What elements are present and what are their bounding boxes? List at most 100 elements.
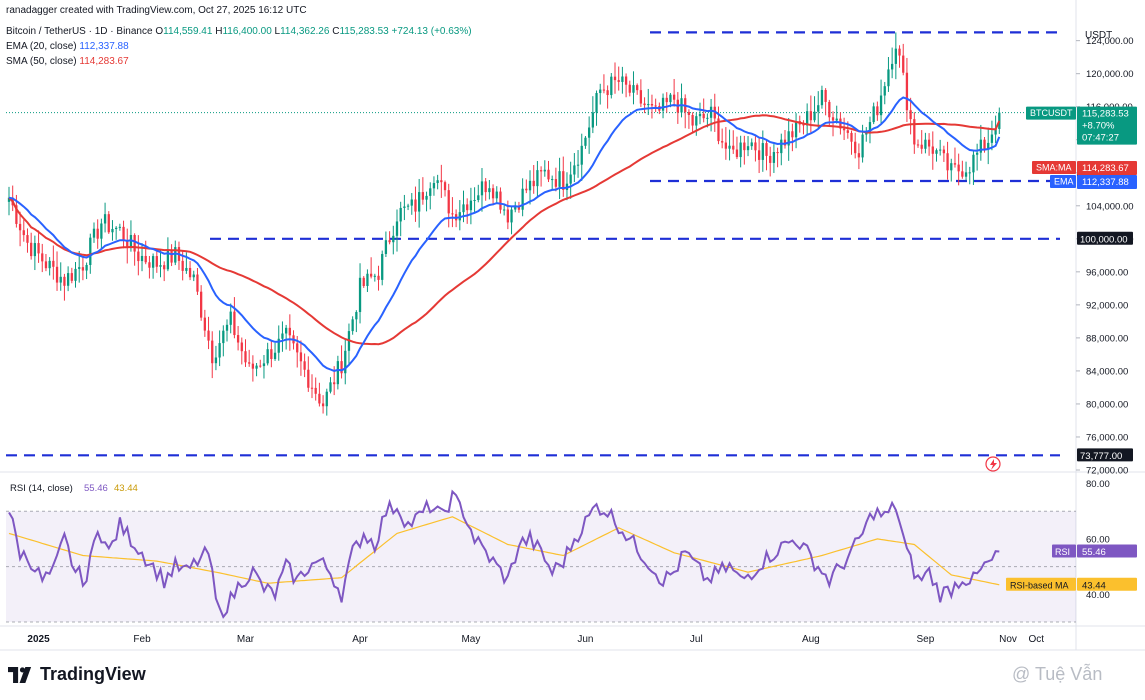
candle-body — [580, 145, 583, 165]
candle-body — [547, 169, 550, 180]
candle-body — [18, 223, 22, 231]
candle-body — [225, 324, 229, 331]
time-axis-label: Aug — [802, 634, 820, 645]
candle-body — [724, 142, 728, 149]
candle-body — [628, 84, 631, 93]
candle-body — [259, 365, 262, 367]
candle-body — [576, 164, 580, 166]
candle-body — [854, 141, 857, 154]
ohlc-change: +724.13 (+0.63%) — [391, 26, 472, 37]
candle-body — [739, 142, 742, 158]
candle-body — [59, 276, 62, 283]
price-tick-label: 92,000.00 — [1086, 300, 1128, 311]
candle-body — [100, 223, 103, 239]
candle-body — [573, 165, 576, 175]
candle-body — [340, 361, 343, 374]
tradingview-logo[interactable]: TradingView — [8, 664, 146, 685]
ema-20-line — [8, 96, 1001, 372]
sma-legend[interactable]: SMA (50, close) 114,283.67 — [6, 56, 129, 67]
candle-body — [972, 154, 975, 173]
candle-body — [776, 152, 779, 154]
candle-body — [362, 277, 365, 286]
candle-body — [809, 111, 812, 121]
candle-body — [672, 94, 676, 100]
candle-body — [824, 89, 827, 102]
candle-body — [861, 134, 864, 158]
rsi-ma-legend-value: 43.44 — [114, 483, 138, 494]
candle-body — [757, 150, 761, 160]
candle-body — [543, 169, 546, 172]
candle-body — [850, 132, 853, 142]
candle-body — [706, 117, 709, 119]
candle-body — [484, 181, 487, 193]
candle-body — [251, 363, 255, 369]
candle-body — [480, 181, 484, 196]
candle-body — [920, 144, 923, 149]
candle-body — [233, 311, 236, 336]
symbol-line: Bitcoin / TetherUS · 1D · Binance O114,5… — [6, 26, 472, 37]
price-tag-name-bg — [1050, 175, 1076, 188]
candle-body — [842, 128, 846, 131]
ema-legend[interactable]: EMA (20, close) 112,337.88 — [6, 41, 129, 52]
candle-body — [617, 80, 620, 82]
candle-body — [303, 361, 306, 370]
candle-body — [506, 209, 509, 223]
time-axis-label: Jun — [577, 634, 593, 645]
candle-body — [314, 387, 317, 394]
candle-body — [665, 97, 668, 103]
candle-body — [709, 106, 713, 118]
price-tag-bg — [1077, 106, 1137, 145]
candle-body — [288, 327, 291, 336]
price-tick-label: 124,000.00 — [1086, 36, 1134, 47]
candle-body — [429, 188, 432, 196]
candle-body — [174, 247, 177, 263]
candle-body — [913, 119, 916, 145]
ohlc-low: 114,362.26 — [280, 26, 330, 37]
candle-body — [654, 105, 657, 107]
candle-body — [166, 249, 170, 270]
candle-body — [103, 214, 107, 224]
candle-body — [159, 265, 162, 267]
candle-body — [503, 209, 506, 211]
candle-body — [170, 249, 173, 263]
candle-body — [979, 139, 982, 153]
candle-body — [469, 200, 473, 211]
ohlc-open: 114,559.41 — [163, 26, 213, 37]
rsi-ma-tag-name-bg — [1006, 577, 1076, 591]
candle-body — [872, 106, 875, 123]
candle-body — [188, 267, 192, 278]
candle-body — [244, 351, 247, 363]
level-price-tag-bg — [1077, 231, 1133, 245]
symbol-title: Bitcoin / TetherUS · 1D · Binance — [6, 26, 153, 37]
candle-body — [92, 228, 96, 238]
candle-body — [462, 204, 465, 213]
candle-body — [551, 179, 554, 181]
candle-body — [806, 111, 809, 126]
candle-body — [602, 89, 606, 91]
candle-body — [939, 149, 942, 151]
candle-body — [817, 105, 820, 112]
candle-body — [381, 253, 384, 280]
candle-body — [931, 146, 934, 154]
candle-body — [702, 113, 705, 119]
candle-body — [229, 311, 232, 325]
candle-body — [447, 190, 450, 214]
currency-label[interactable]: USDT — [1085, 30, 1113, 41]
candle-body — [636, 85, 639, 91]
candle-body — [857, 153, 861, 158]
candle-body — [30, 242, 33, 257]
candle-body — [451, 213, 454, 215]
candle-body — [377, 275, 380, 280]
candle-body — [532, 180, 535, 187]
candle-body — [983, 139, 986, 150]
candle-body — [248, 362, 251, 364]
candle-body — [687, 112, 691, 115]
candle-body — [37, 243, 40, 254]
candle-body — [905, 72, 909, 111]
candle-body — [148, 262, 151, 268]
candle-body — [735, 149, 739, 158]
candle-body — [510, 209, 513, 223]
candle-body — [846, 130, 849, 133]
price-tag-name: BTCUSDT — [1030, 108, 1073, 118]
